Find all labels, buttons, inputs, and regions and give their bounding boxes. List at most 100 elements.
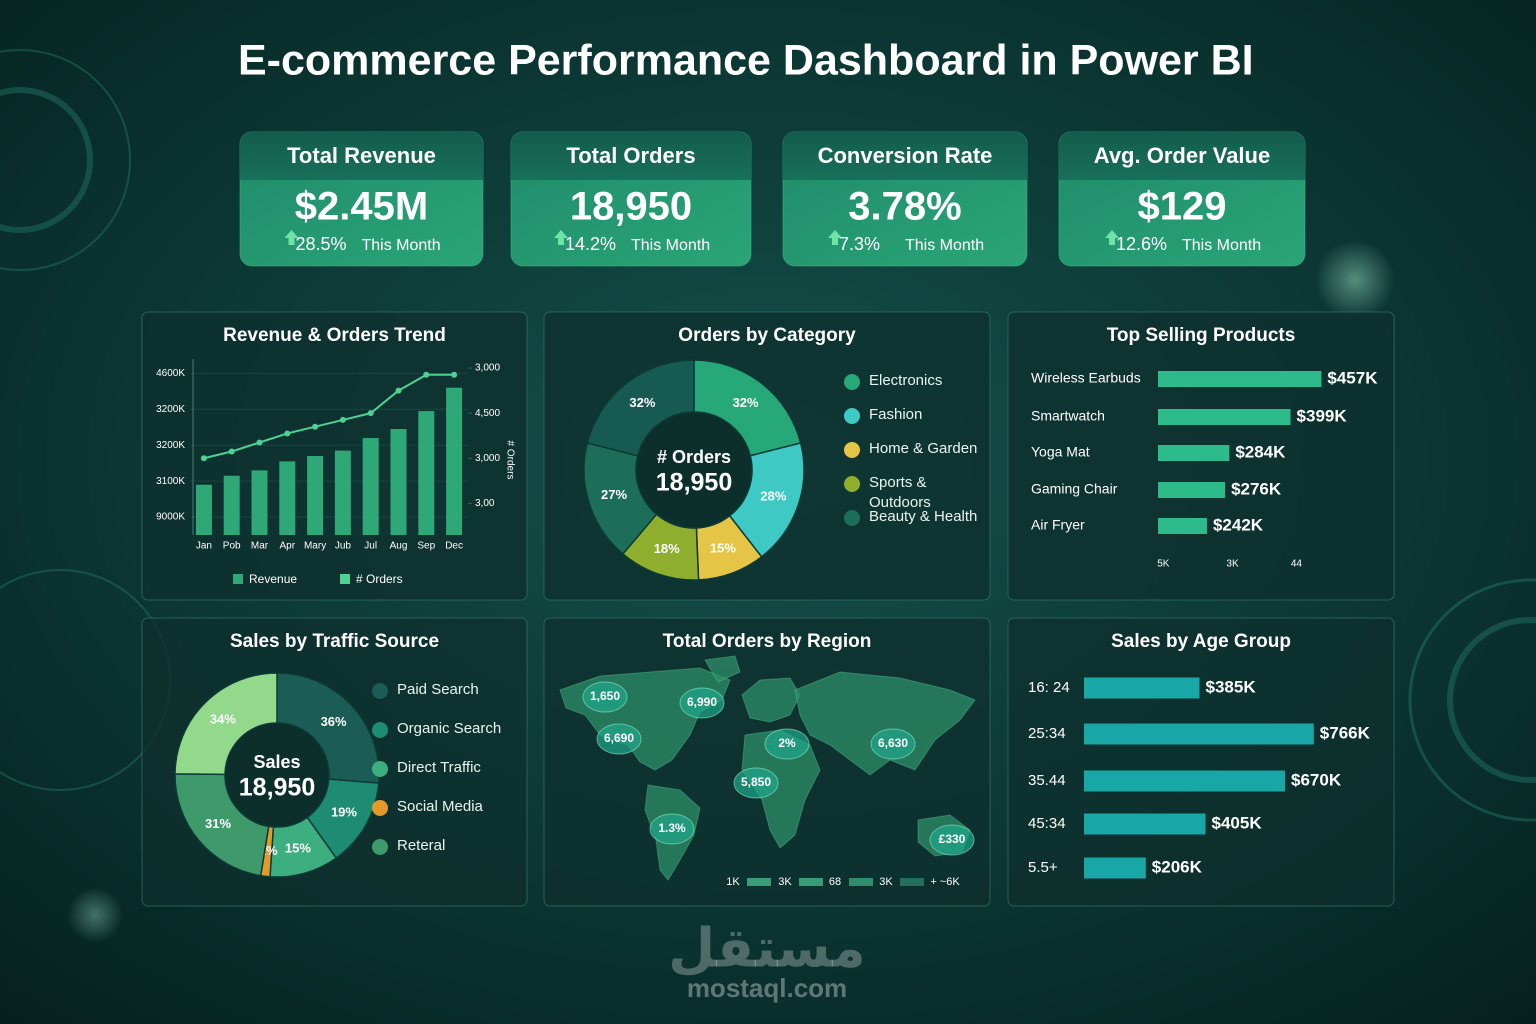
slice-label: 19% [331, 804, 357, 819]
value-label: $242K [1213, 515, 1264, 534]
kpi-arrow [284, 230, 299, 245]
slice-label: 28% [760, 489, 786, 504]
scale-label: + ~6K [930, 876, 960, 888]
kpi-arrow [554, 230, 568, 245]
kpi-label: Total Revenue [287, 143, 436, 168]
legend-dot [844, 476, 860, 492]
bar [307, 455, 324, 535]
bar [1158, 445, 1230, 461]
watermark-arabic: مستقل [668, 918, 866, 978]
panel-title: Orders by Category [678, 325, 856, 346]
kpi-change: 28.5% [296, 234, 347, 254]
donut-center-label: Sales [253, 752, 300, 772]
continent [794, 671, 976, 776]
legend-label-box: Social Media [397, 798, 483, 815]
x-tick-label: Pob [223, 541, 241, 552]
panel-title: Top Selling Products [1107, 325, 1296, 346]
y-tick-label: 3100K [156, 476, 185, 487]
region-bubble [582, 681, 628, 713]
donut-center-label: # Orders [657, 447, 731, 467]
x-tick-label: Sep [417, 541, 435, 552]
legend-swatch [233, 574, 243, 584]
legend-label: Beauty & Health [869, 508, 978, 525]
kpi-card-header [783, 132, 1027, 180]
x-tick-label: 44 [1291, 559, 1303, 570]
value-label: $405K [1212, 813, 1263, 832]
donut-center-value: 18,950 [239, 774, 315, 802]
bubble-label: 5,850 [741, 775, 771, 789]
category-label: Yoga Mat [1031, 444, 1090, 460]
bar [362, 438, 379, 535]
kpi-arrow [828, 230, 842, 245]
legend-dot [372, 761, 388, 777]
bubble-label: 2% [778, 736, 796, 750]
legend-label: Revenue [249, 572, 297, 586]
kpi-card-header [1059, 132, 1305, 180]
bubble-label: 1,650 [590, 689, 620, 703]
watermark-site: mostaql.com [687, 973, 847, 1003]
y2-tick-label: 3,00 [475, 498, 495, 509]
x-tick-label: Mary [304, 541, 326, 552]
legend-label: # Orders [356, 572, 403, 586]
category-label: 16: 24 [1028, 679, 1070, 696]
line-point [395, 387, 402, 394]
line-point [284, 430, 291, 437]
line-point [312, 423, 319, 430]
bar [195, 484, 212, 535]
value-label: $399K [1297, 406, 1348, 425]
kpi-card-header [240, 132, 483, 180]
slice-label: 34% [210, 712, 236, 727]
donut-center-value: 18,950 [656, 469, 732, 497]
legend-label: Home & Garden [869, 440, 978, 457]
line-point [423, 371, 430, 378]
line-point [367, 410, 374, 417]
value-label: $385K [1206, 677, 1257, 696]
panel-title: Revenue & Orders Trend [223, 325, 446, 346]
bar [1084, 813, 1206, 835]
y2-tick-label: 3,000 [475, 363, 500, 374]
legend-label-box: Beauty & Health [869, 508, 978, 525]
line-point [228, 448, 235, 455]
value-label: $206K [1152, 857, 1203, 876]
bar [1158, 409, 1291, 425]
continent [741, 677, 801, 723]
panel-title: Sales by Age Group [1111, 631, 1291, 652]
slice-label: 18% [654, 541, 680, 556]
category-label: Air Fryer [1031, 517, 1085, 533]
slice-label: 36% [321, 714, 347, 729]
x-tick-label: 3K [1226, 559, 1239, 570]
kpi-value: $129 [1138, 185, 1227, 229]
region-bubble [764, 728, 810, 760]
legend-label-box: Fashion [869, 406, 922, 423]
bar [1084, 677, 1200, 699]
kpi-period: This Month [631, 237, 710, 254]
bar [1084, 723, 1314, 745]
y-tick-label: 9000K [156, 512, 185, 523]
scale-label: 1K [726, 876, 740, 888]
legend-dot [844, 510, 860, 526]
region-bubble [929, 824, 975, 856]
x-tick-label: Mar [251, 541, 269, 552]
region-bubble [870, 728, 916, 760]
slice-label: 32% [733, 395, 759, 410]
bar [223, 475, 240, 535]
line [203, 373, 455, 460]
legend-dot [372, 839, 388, 855]
value-label: $670K [1291, 770, 1342, 789]
bar [334, 450, 351, 535]
glow [1315, 240, 1395, 320]
donut-slice [174, 773, 270, 877]
panel-title: Total Orders by Region [663, 631, 872, 652]
legend-label-box: Direct Traffic [397, 759, 481, 776]
bar [418, 411, 435, 535]
legend-label: Social Media [397, 798, 483, 815]
bar [446, 387, 463, 535]
kpi-label: Conversion Rate [818, 143, 993, 168]
continent [704, 655, 741, 683]
line-point [256, 439, 263, 446]
value-label: $276K [1231, 479, 1282, 498]
region-bubble [649, 813, 695, 845]
line-point [451, 371, 458, 378]
